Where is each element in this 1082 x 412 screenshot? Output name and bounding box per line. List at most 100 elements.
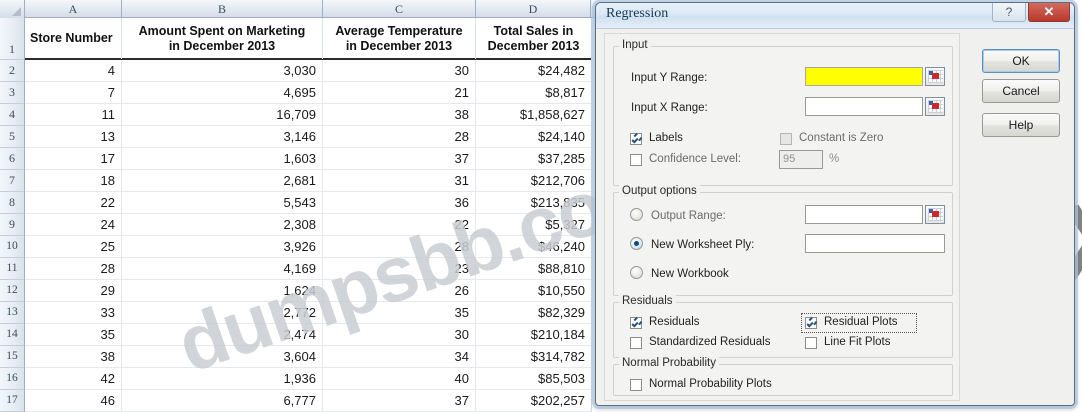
row-header-5[interactable]: 5 [0, 126, 24, 148]
table-row[interactable]: 28 4,169 23 $88,810 [25, 258, 591, 280]
residuals-checkbox[interactable] [630, 317, 642, 329]
cell-b3[interactable]: 4,695 [122, 82, 323, 103]
cell-d8[interactable]: $213,835 [530, 195, 585, 210]
close-icon[interactable]: ✕ [1028, 3, 1070, 22]
cell-d15[interactable]: $314,782 [530, 349, 585, 364]
table-row[interactable]: 17 1,603 37 $37,285 [25, 148, 591, 170]
confidence-level-checkbox[interactable] [630, 154, 642, 166]
cell-b7[interactable]: 2,681 [122, 170, 323, 191]
column-header-a[interactable]: A [25, 0, 122, 18]
cell-c16[interactable]: 40 [323, 368, 476, 389]
input-x-range-field[interactable] [805, 97, 923, 116]
table-row[interactable]: 38 3,604 34 $314,782 [25, 346, 591, 368]
row-header-12[interactable]: 12 [0, 280, 24, 302]
row-header-13[interactable]: 13 [0, 302, 24, 324]
cell-a8[interactable]: 22 [25, 192, 122, 213]
labels-checkbox[interactable] [630, 133, 642, 145]
cell-a10[interactable]: 25 [25, 236, 122, 257]
cell-d11[interactable]: $88,810 [538, 261, 585, 276]
cell-a3[interactable]: 7 [25, 82, 122, 103]
cell-a11[interactable]: 28 [25, 258, 122, 279]
header-cell-d1[interactable]: Total Sales in December 2013 [476, 18, 591, 59]
cell-d7[interactable]: $212,706 [530, 173, 585, 188]
table-row[interactable]: 22 5,543 36 $213,835 [25, 192, 591, 214]
table-row[interactable]: 42 1,936 40 $85,503 [25, 368, 591, 390]
input-y-range-picker-icon[interactable] [925, 67, 945, 86]
table-row[interactable]: 35 2,474 30 $210,184 [25, 324, 591, 346]
cell-c2[interactable]: 30 [323, 60, 476, 81]
cell-a15[interactable]: 38 [25, 346, 122, 367]
cell-a5[interactable]: 13 [25, 126, 122, 147]
cell-c11[interactable]: 23 [323, 258, 476, 279]
cell-c13[interactable]: 35 [323, 302, 476, 323]
cell-b14[interactable]: 2,474 [122, 324, 323, 345]
cell-b8[interactable]: 5,543 [122, 192, 323, 213]
input-y-range-field[interactable] [805, 67, 923, 86]
column-header-c[interactable]: C [323, 0, 476, 18]
table-row[interactable]: 24 2,308 22 $5,327 [25, 214, 591, 236]
cell-b5[interactable]: 3,146 [122, 126, 323, 147]
cell-b4[interactable]: 16,709 [122, 104, 323, 125]
cell-b9[interactable]: 2,308 [122, 214, 323, 235]
cell-c4[interactable]: 38 [323, 104, 476, 125]
constant-is-zero-checkbox[interactable] [780, 133, 792, 145]
new-worksheet-ply-field[interactable] [805, 234, 945, 253]
cell-b15[interactable]: 3,604 [122, 346, 323, 367]
cell-b17[interactable]: 6,777 [122, 390, 323, 411]
cell-d13[interactable]: $82,329 [538, 305, 585, 320]
cell-c8[interactable]: 36 [323, 192, 476, 213]
row-header-10[interactable]: 10 [0, 236, 24, 258]
table-row[interactable]: 13 3,146 28 $24,140 [25, 126, 591, 148]
cell-d14[interactable]: $210,184 [530, 327, 585, 342]
new-workbook-radio[interactable] [630, 266, 643, 279]
dialog-titlebar[interactable]: Regression ? ✕ [596, 3, 1074, 29]
cell-b10[interactable]: 3,926 [122, 236, 323, 257]
line-fit-plots-checkbox[interactable] [805, 337, 817, 349]
cancel-button[interactable]: Cancel [982, 79, 1060, 103]
cell-b12[interactable]: 1,624 [122, 280, 323, 301]
cell-c9[interactable]: 22 [323, 214, 476, 235]
input-x-range-picker-icon[interactable] [925, 97, 945, 116]
cell-a13[interactable]: 33 [25, 302, 122, 323]
cell-b6[interactable]: 1,603 [122, 148, 323, 169]
cell-a16[interactable]: 42 [25, 368, 122, 389]
select-all-corner[interactable] [0, 0, 25, 18]
ok-button[interactable]: OK [982, 49, 1060, 73]
cell-a17[interactable]: 46 [25, 390, 122, 411]
cell-d5[interactable]: $24,140 [538, 129, 585, 144]
table-row[interactable]: 18 2,681 31 $212,706 [25, 170, 591, 192]
cell-b11[interactable]: 4,169 [122, 258, 323, 279]
cell-d6[interactable]: $37,285 [538, 151, 585, 166]
row-header-9[interactable]: 9 [0, 214, 24, 236]
new-worksheet-ply-radio[interactable] [630, 237, 643, 250]
table-row[interactable]: 33 2,772 35 $82,329 [25, 302, 591, 324]
cell-d3[interactable]: $8,817 [545, 85, 585, 100]
row-header-17[interactable]: 17 [0, 390, 24, 412]
help-button[interactable]: Help [982, 113, 1060, 137]
row-header-7[interactable]: 7 [0, 170, 24, 192]
column-header-d[interactable]: D [476, 0, 591, 18]
table-row[interactable]: 7 4,695 21 $8,817 [25, 82, 591, 104]
help-icon[interactable]: ? [992, 3, 1026, 22]
cell-d4[interactable]: $1,858,627 [519, 107, 585, 122]
normal-probability-plots-checkbox[interactable] [630, 379, 642, 391]
header-cell-a1[interactable]: Store Number [25, 18, 122, 59]
output-range-field[interactable] [805, 205, 923, 224]
cell-a2[interactable]: 4 [25, 60, 122, 81]
cell-d9[interactable]: $5,327 [545, 217, 585, 232]
row-header-4[interactable]: 4 [0, 104, 24, 126]
residual-plots-checkbox[interactable] [805, 317, 817, 329]
cell-c10[interactable]: 28 [323, 236, 476, 257]
cell-c3[interactable]: 21 [323, 82, 476, 103]
cell-b16[interactable]: 1,936 [122, 368, 323, 389]
row-header-11[interactable]: 11 [0, 258, 24, 280]
cell-c14[interactable]: 30 [323, 324, 476, 345]
table-row[interactable]: 29 1,624 26 $10,550 [25, 280, 591, 302]
cell-a9[interactable]: 24 [25, 214, 122, 235]
cell-c6[interactable]: 37 [323, 148, 476, 169]
cell-c17[interactable]: 37 [323, 390, 476, 411]
table-row[interactable]: 46 6,777 37 $202,257 [25, 390, 591, 412]
row-header-15[interactable]: 15 [0, 346, 24, 368]
cell-c12[interactable]: 26 [323, 280, 476, 301]
cell-d16[interactable]: $85,503 [538, 371, 585, 386]
